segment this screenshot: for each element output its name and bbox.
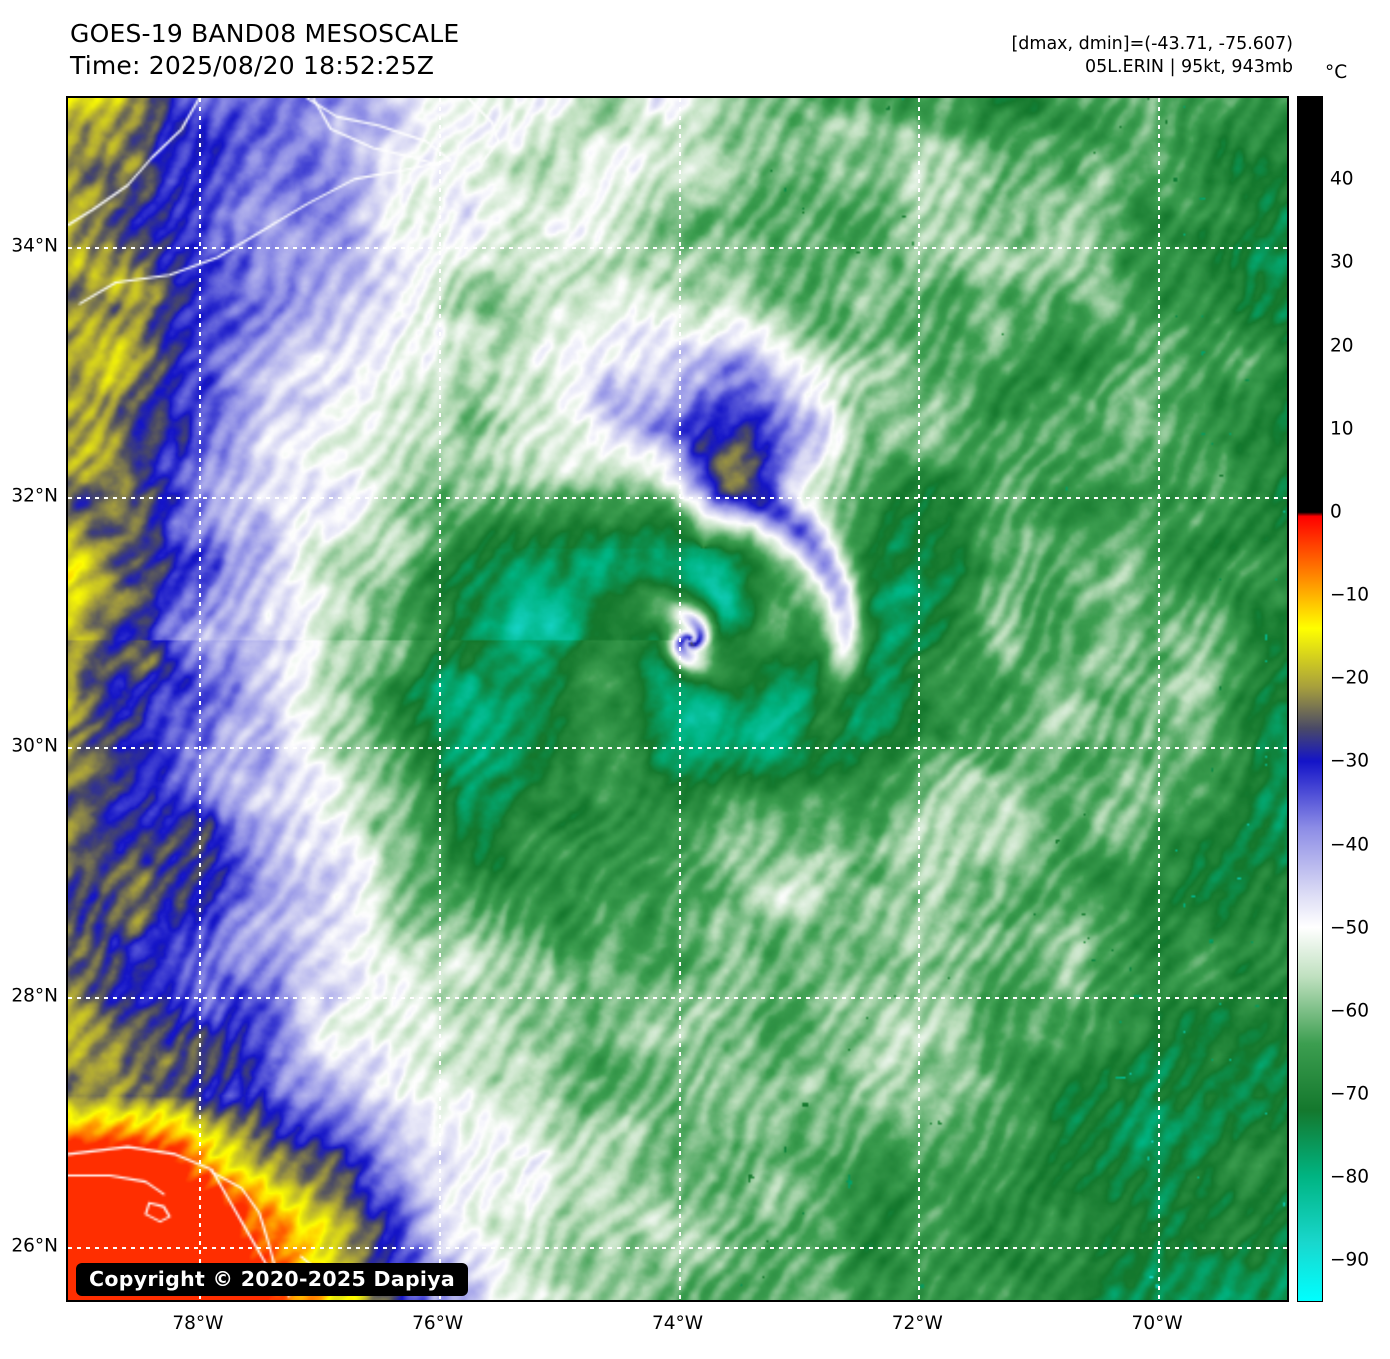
page-title: GOES-19 BAND08 MESOSCALE xyxy=(70,19,460,48)
storm-info-label: 05L.ERIN | 95kt, 943mb xyxy=(1084,56,1293,77)
colorbar-tick-label: −80 xyxy=(1330,1166,1370,1188)
latitude-tick-label: 26°N xyxy=(11,1235,58,1257)
metadata-block: [dmax, dmin]=(-43.71, -75.607) 05L.ERIN … xyxy=(1011,33,1293,79)
latitude-tick-label: 28°N xyxy=(11,985,58,1007)
colorbar-gradient xyxy=(1298,97,1322,1301)
longitude-tick-label: 78°W xyxy=(172,1313,224,1334)
colorbar[interactable] xyxy=(1297,96,1323,1302)
colorbar-tick-label: 30 xyxy=(1330,251,1354,273)
longitude-tick-label: 72°W xyxy=(891,1313,943,1334)
copyright-badge: Copyright © 2020-2025 Dapiya xyxy=(76,1263,469,1296)
colorbar-tick-label: −90 xyxy=(1330,1249,1370,1271)
latitude-tick-label: 32°N xyxy=(11,485,58,507)
colorbar-tick-label: 20 xyxy=(1330,335,1354,357)
colorbar-tick-label: 0 xyxy=(1330,501,1342,523)
colorbar-tick-label: 10 xyxy=(1330,418,1354,440)
longitude-tick-label: 70°W xyxy=(1131,1313,1183,1334)
satellite-imagery-canvas xyxy=(68,98,1287,1300)
longitude-tick-label: 76°W xyxy=(412,1313,464,1334)
title-block: GOES-19 BAND08 MESOSCALE Time: 2025/08/2… xyxy=(70,18,459,82)
longitude-tick-label: 74°W xyxy=(651,1313,704,1334)
colorbar-tick-label: −30 xyxy=(1330,750,1370,772)
colorbar-tick-label: −70 xyxy=(1330,1083,1370,1105)
colorbar-tick-label: −10 xyxy=(1330,584,1370,606)
colorbar-unit-label: °C xyxy=(1325,62,1348,83)
colorbar-tick-label: −20 xyxy=(1330,667,1370,689)
colorbar-tick-label: −40 xyxy=(1330,834,1370,856)
latitude-tick-label: 34°N xyxy=(11,235,58,257)
colorbar-tick-label: −60 xyxy=(1330,1000,1370,1022)
satellite-image-plot[interactable]: Copyright © 2020-2025 Dapiya xyxy=(66,96,1289,1302)
colorbar-tick-label: 40 xyxy=(1330,168,1354,190)
data-minmax-label: [dmax, dmin]=(-43.71, -75.607) xyxy=(1011,34,1293,54)
timestamp-label: Time: 2025/08/20 18:52:25Z xyxy=(70,51,435,80)
latitude-tick-label: 30°N xyxy=(11,735,58,757)
colorbar-tick-label: −50 xyxy=(1330,917,1370,939)
